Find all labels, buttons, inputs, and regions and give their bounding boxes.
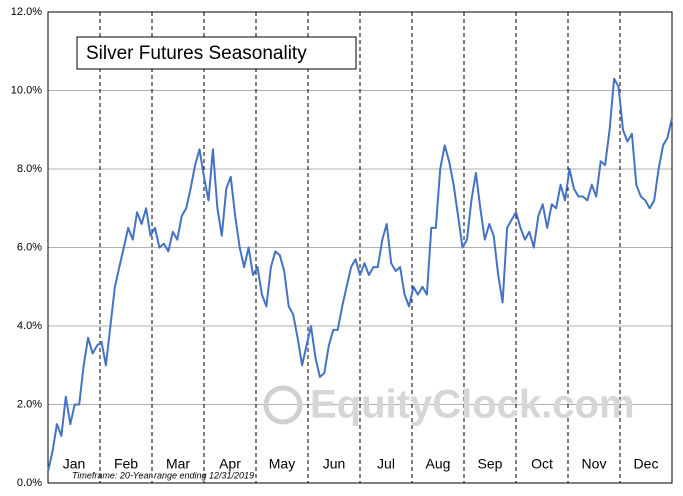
title-box <box>76 36 357 70</box>
y-tick-label: 4.0% <box>17 320 42 332</box>
watermark: EquityClock.com <box>263 383 635 427</box>
y-tick-label: 2.0% <box>17 398 42 410</box>
x-tick-label: Dec <box>634 456 659 472</box>
x-tick-label: Sep <box>478 456 503 472</box>
series-line <box>47 77 673 472</box>
chart-title: Silver Futures Seasonality <box>86 43 307 64</box>
y-tick-label: 10.0% <box>11 84 42 96</box>
x-tick-label: May <box>269 456 295 472</box>
y-tick-label: 0.0% <box>17 477 42 489</box>
watermark-logo <box>263 385 303 425</box>
timeframe-note: Timeframe: 20-Year range ending 12/31/20… <box>72 470 254 480</box>
plot-border <box>47 11 673 484</box>
x-tick-label: Apr <box>219 456 241 472</box>
x-tick-label: Feb <box>114 456 138 472</box>
x-tick-label: Jun <box>323 456 346 472</box>
x-tick-label: Nov <box>582 456 607 472</box>
x-tick-label: Mar <box>166 456 190 472</box>
watermark-text: EquityClock.com <box>310 383 635 427</box>
x-tick-label: Aug <box>426 456 451 472</box>
y-tick-label: 8.0% <box>17 163 42 175</box>
x-tick-label: Oct <box>531 456 553 472</box>
y-tick-label: 12.0% <box>11 6 42 18</box>
y-tick-label: 6.0% <box>17 241 42 253</box>
x-tick-label: Jul <box>377 456 395 472</box>
x-tick-label: Jan <box>63 456 86 472</box>
